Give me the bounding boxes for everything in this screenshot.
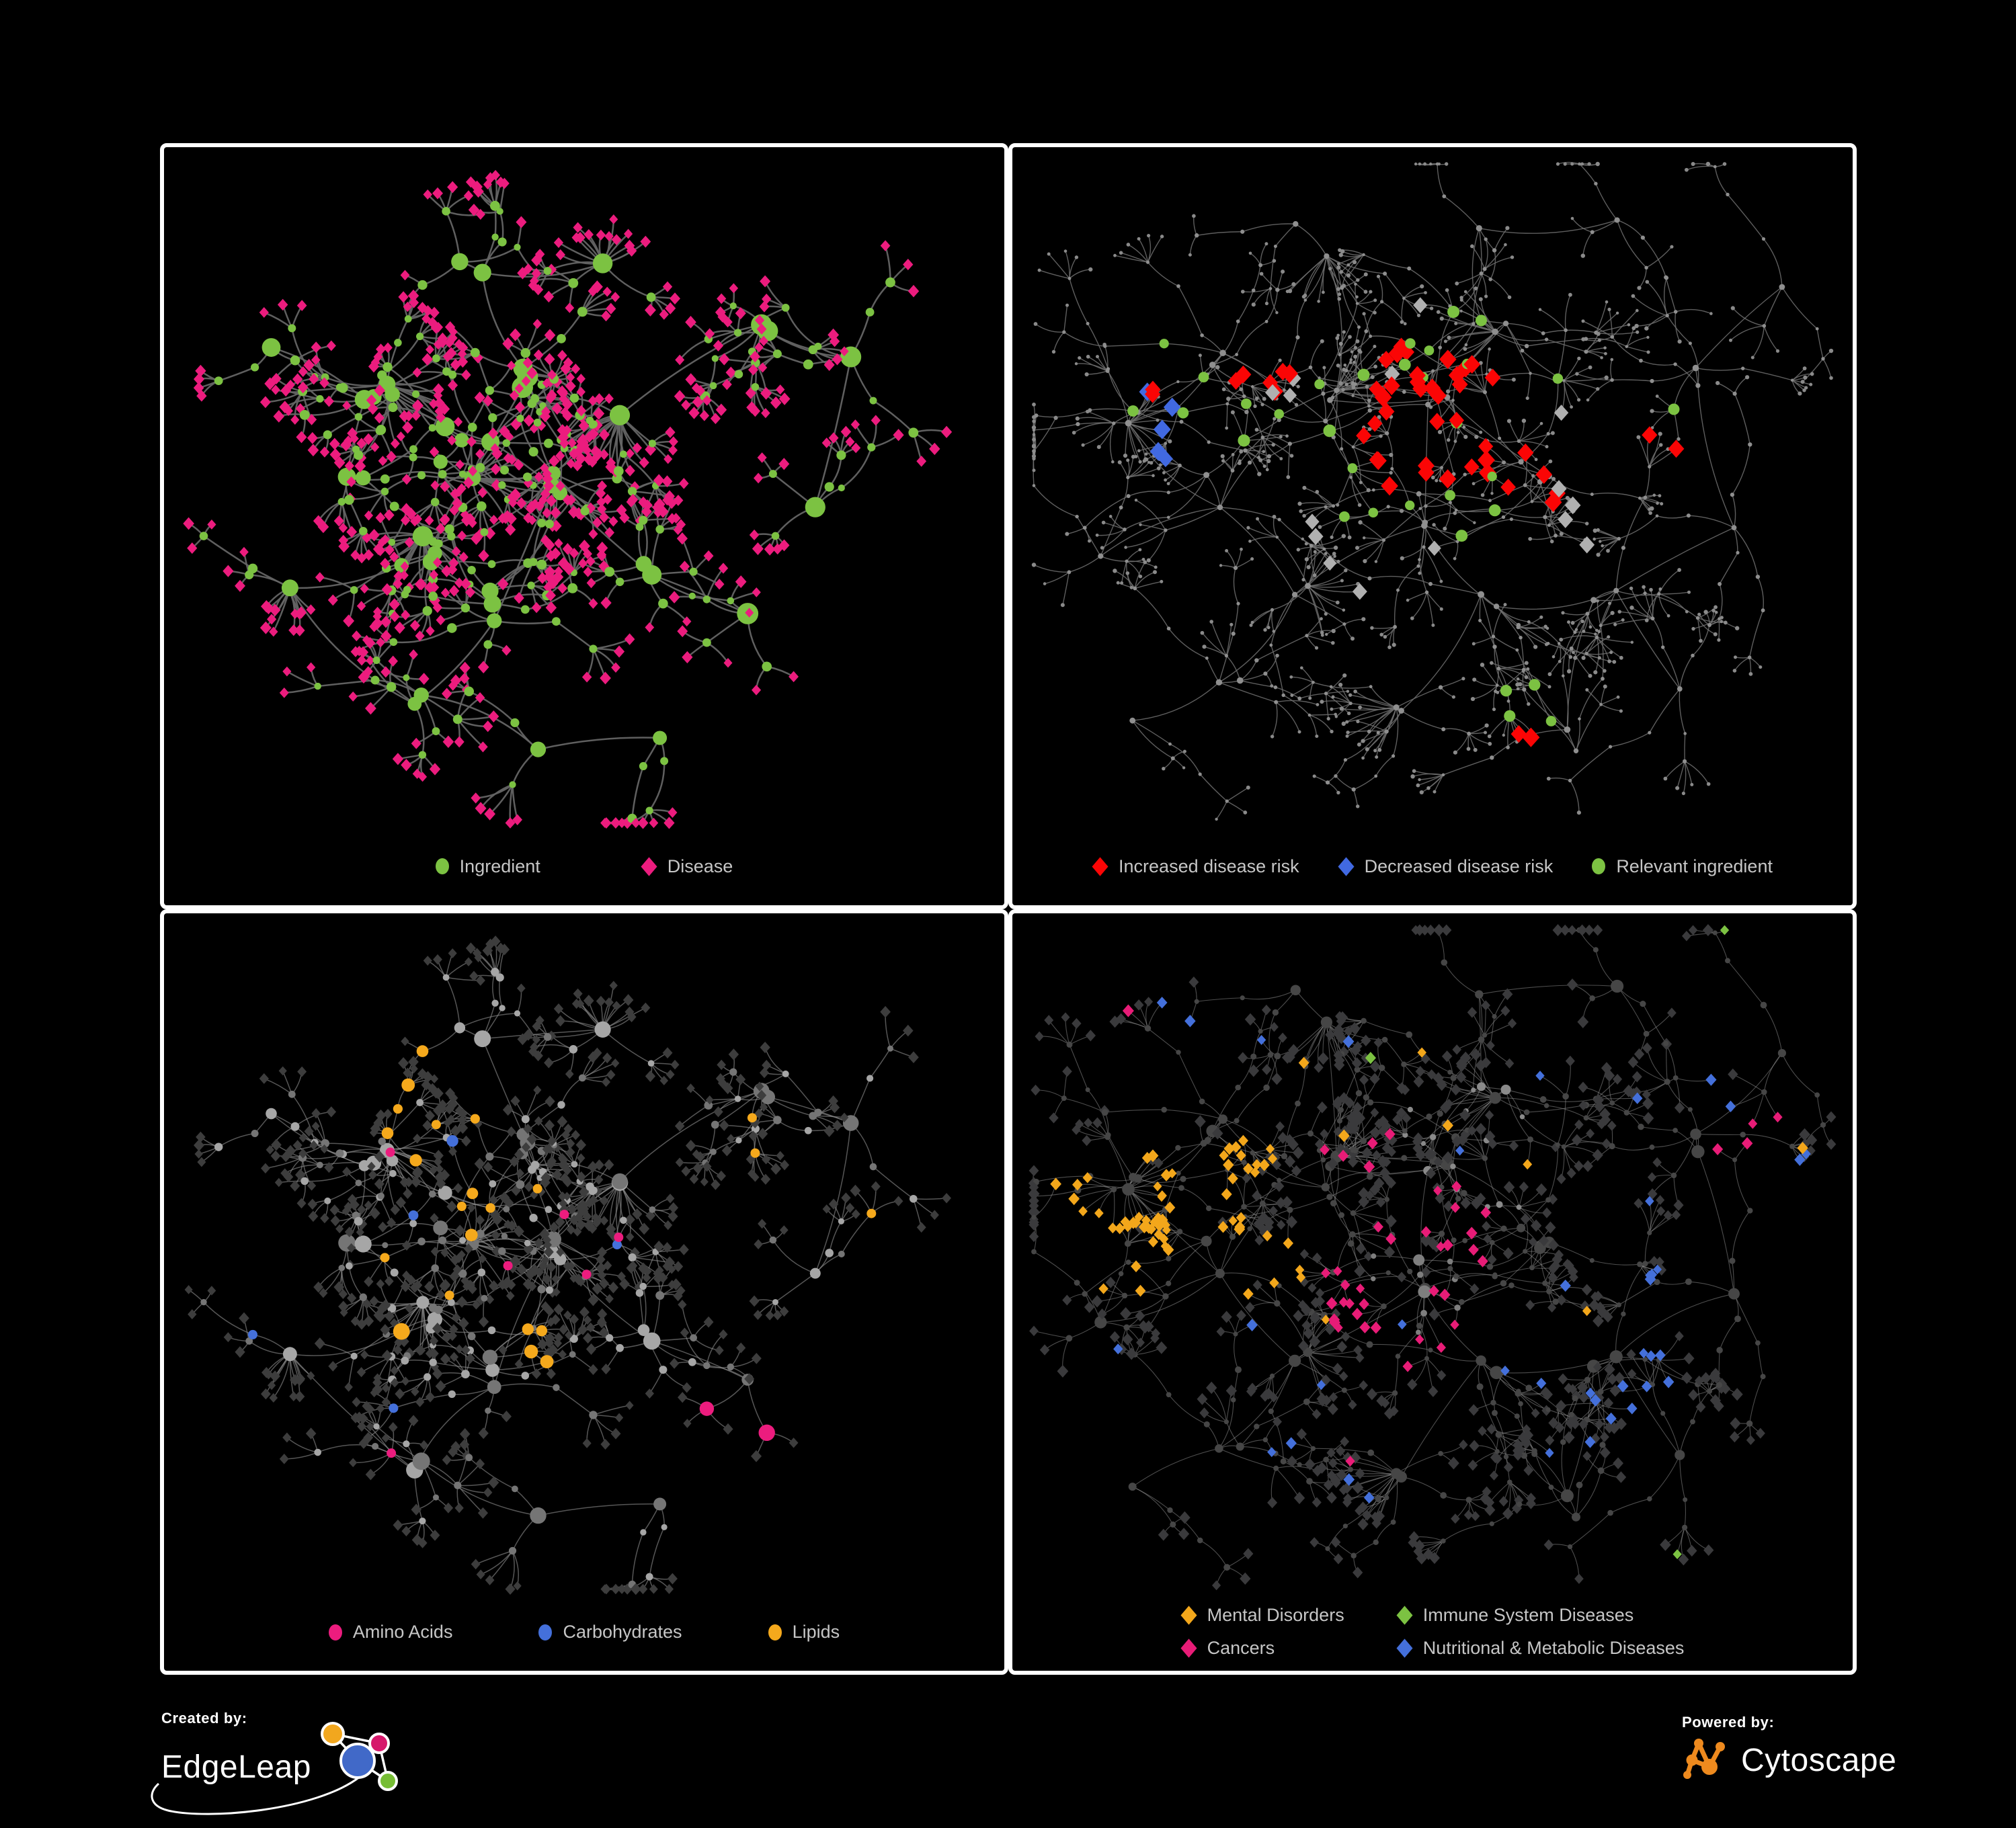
- legend-item-disease: Disease: [641, 856, 733, 877]
- legend-label: Mental Disorders: [1207, 1605, 1344, 1625]
- legend-marker-circle: [328, 1624, 342, 1640]
- created-by-label: Created by:: [161, 1710, 247, 1727]
- legend-marker-circle: [538, 1624, 553, 1640]
- legend-marker-diamond: [1396, 1606, 1413, 1625]
- legend-item-immune-system-diseases: Immune System Diseases: [1396, 1605, 1685, 1626]
- network-graph: [1028, 923, 1837, 1590]
- legend-marker-diamond: [1092, 856, 1108, 876]
- edgeleap-logo: EdgeLeap: [151, 1722, 450, 1815]
- legend-marker-circle: [1592, 858, 1606, 874]
- panel-legend: Increased disease risk Decreased disease …: [1012, 856, 1853, 877]
- legend-marker-diamond: [1180, 1606, 1197, 1625]
- legend-marker-circle: [435, 858, 449, 874]
- legend-item-cancers: Cancers: [1180, 1638, 1344, 1659]
- panel-legend: Amino Acids Carbohydrates Lipids: [164, 1622, 1004, 1643]
- cytoscape-wordmark: Cytoscape: [1741, 1742, 1897, 1778]
- legend-item-relevant-ingredient: Relevant ingredient: [1592, 856, 1773, 877]
- legend-label: Disease: [667, 856, 733, 876]
- panel-nutrient-group-network: Amino Acids Carbohydrates Lipids: [160, 909, 1008, 1675]
- network-graph: [184, 935, 951, 1595]
- legend-marker-diamond: [1396, 1638, 1413, 1658]
- legend-marker-diamond: [1338, 856, 1355, 876]
- panel-legend: Mental Disorders Immune System Diseases Ca…: [1012, 1605, 1853, 1659]
- legend-marker-diamond: [641, 856, 657, 876]
- legend-item-amino-acids: Amino Acids: [328, 1622, 453, 1643]
- legend-label: Lipids: [792, 1622, 840, 1642]
- edgeleap-network-icon: [320, 1722, 398, 1791]
- legend-item-carbohydrates: Carbohydrates: [538, 1622, 682, 1643]
- legend-item-decreased-disease-risk: Decreased disease risk: [1338, 856, 1554, 877]
- panel-disease-risk-network: Increased disease risk Decreased disease …: [1008, 143, 1857, 909]
- legend-label: Amino Acids: [352, 1622, 453, 1642]
- legend-item-mental-disorders: Mental Disorders: [1180, 1605, 1344, 1626]
- panel-ingredient-disease-network: Ingredient Disease: [160, 143, 1008, 909]
- legend-label: Carbohydrates: [563, 1622, 682, 1642]
- edgeleap-wordmark: EdgeLeap: [161, 1749, 311, 1785]
- powered-by-block: Powered by: Cytoscape: [1682, 1714, 1896, 1785]
- legend-marker-circle: [768, 1624, 782, 1640]
- panel-legend: Ingredient Disease: [164, 856, 1004, 877]
- legend-label: Relevant ingredient: [1616, 856, 1773, 876]
- legend-marker-diamond: [1180, 1638, 1197, 1658]
- legend-label: Immune System Diseases: [1422, 1605, 1634, 1625]
- network-graph: [183, 169, 953, 829]
- created-by-block: Created by: EdgeLeap: [151, 1710, 450, 1824]
- legend-label: Nutritional & Metabolic Diseases: [1422, 1638, 1685, 1658]
- legend-item-nutritional-metabolic-diseases: Nutritional & Metabolic Diseases: [1396, 1638, 1685, 1659]
- cytoscape-network-icon: [1683, 1739, 1725, 1779]
- legend-item-increased-disease-risk: Increased disease risk: [1092, 856, 1299, 877]
- legend-item-lipids: Lipids: [768, 1622, 840, 1643]
- legend-label: Decreased disease risk: [1364, 856, 1554, 876]
- legend-label: Increased disease risk: [1119, 856, 1299, 876]
- legend-label: Ingredient: [459, 856, 540, 876]
- network-graph: [1031, 161, 1834, 821]
- cytoscape-logo: Cytoscape: [1682, 1735, 1896, 1785]
- panels-grid: Ingredient Disease Increased disease risk…: [160, 143, 1857, 1675]
- legend-item-ingredient: Ingredient: [435, 856, 540, 877]
- legend-label: Cancers: [1207, 1638, 1275, 1658]
- powered-by-label: Powered by:: [1682, 1714, 1775, 1731]
- panel-disease-category-network: Mental Disorders Immune System Diseases Ca…: [1008, 909, 1857, 1675]
